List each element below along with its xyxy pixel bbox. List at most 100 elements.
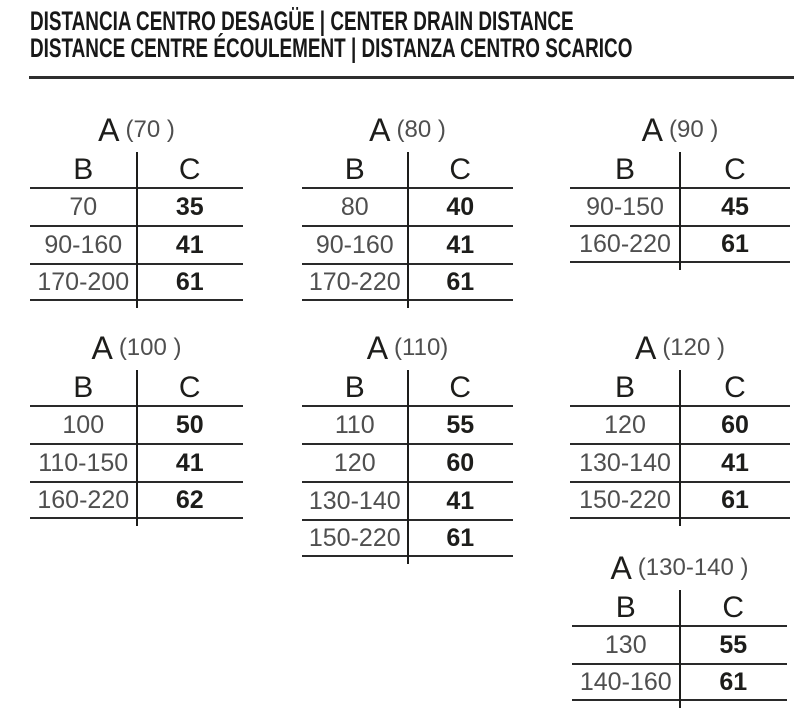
table-size-label: (80 ) [396,116,446,143]
page-title-line1: DISTANCIA CENTRO DESAGÜE | CENTER DRAIN … [30,6,574,36]
table-size-label: (120 ) [662,334,726,361]
table-title: A (90 ) [570,108,790,152]
c-value: 41 [175,448,204,477]
column-divider-line [678,590,681,708]
table-grid: B C 100 50 110-150 41 160-220 62 [30,370,243,526]
table-title: A (100 ) [30,326,243,370]
column-divider-line [679,152,681,270]
page-header: DISTANCIA CENTRO DESAGÜE | CENTER DRAIN … [30,8,800,62]
table-title: A (110) [302,326,513,370]
b-value: 130-140 [308,486,401,515]
table-grid: B C 120 60 130-140 41 150-220 61 [570,370,790,526]
table-a90: A (90 ) B C 90-150 45 160-220 61 [570,108,790,270]
c-value: 45 [721,192,749,221]
column-header-c: C [449,152,472,186]
b-value: 130 [604,630,647,659]
b-value: 120 [604,410,646,439]
column-header-c: C [449,370,472,404]
table-a70: A (70 ) B C 70 35 90-160 41 170-200 61 [30,108,243,308]
column-header-row: B C [570,152,790,187]
c-value: 41 [446,230,475,259]
b-value: 170-220 [308,267,401,296]
column-header-c: C [724,152,746,186]
column-header-b: B [614,152,635,186]
table-size-label: (130-140 ) [637,554,749,581]
column-divider-line [406,370,409,564]
b-value: 130-140 [579,448,671,477]
b-value: 110-150 [38,448,129,477]
b-value: 100 [62,410,105,439]
table-row: 110 55 [302,405,513,443]
header-divider-rule [29,76,794,79]
table-label: A [610,549,632,586]
c-value: 62 [175,485,204,514]
c-value: 55 [719,630,748,659]
b-value: 110 [334,410,375,439]
column-header-b: B [615,590,636,624]
table-a130-140: A (130-140 ) B C 130 55 140-160 61 [572,546,787,708]
table-label: A [91,329,113,366]
column-header-row: B C [302,370,513,405]
b-value: 160-220 [37,485,130,514]
b-value: 150-220 [579,485,671,514]
table-title: A (70 ) [30,108,243,152]
table-a100: A (100 ) B C 100 50 110-150 41 160-220 6… [30,326,243,526]
column-header-c: C [178,370,201,404]
c-value: 55 [446,410,475,439]
column-divider-line [135,152,138,308]
table-size-label: (110) [394,334,449,361]
table-label: A [641,111,663,148]
c-value: 35 [175,192,204,221]
table-label: A [366,329,389,366]
column-divider-line [135,370,138,526]
table-a110: A (110) B C 110 55 120 60 130-140 41 150… [302,326,513,564]
table-label: A [369,111,391,148]
column-header-row: B C [30,370,243,405]
b-value: 170-200 [37,267,130,296]
b-value: 90-160 [315,230,394,259]
c-value: 50 [175,410,204,439]
page-title-line2: DISTANCE CENTRE ÉCOULEMENT | DISTANZA CE… [30,33,633,63]
column-header-c: C [178,152,201,186]
table-grid: B C 90-150 45 160-220 61 [570,152,790,270]
table-grid: B C 130 55 140-160 61 [572,590,787,708]
table-grid: B C 70 35 90-160 41 170-200 61 [30,152,243,308]
table-size-label: (100 ) [118,334,182,361]
c-value: 60 [721,410,749,439]
c-value: 61 [719,667,748,696]
table-label: A [634,329,657,366]
c-value: 40 [446,192,475,221]
table-a80: A (80 ) B C 80 40 90-160 41 170-220 61 [302,108,513,308]
column-header-c: C [724,370,746,404]
table-title: A (120 ) [570,326,790,370]
c-value: 41 [446,486,475,515]
b-value: 90-160 [44,230,123,259]
table-title: A (80 ) [302,108,513,152]
column-header-b: B [614,370,635,404]
column-divider-line [406,152,409,308]
table-grid: B C 110 55 120 60 130-140 41 150-220 61 [302,370,513,564]
b-value: 150-220 [308,523,401,552]
b-value: 160-220 [579,229,671,258]
column-header-row: B C [572,590,787,625]
table-size-label: (90 ) [668,116,719,143]
b-value: 140-160 [579,667,672,696]
b-value: 80 [340,192,369,221]
column-header-row: B C [302,152,513,187]
c-value: 61 [446,267,475,296]
column-header-row: B C [30,152,243,187]
b-value: 120 [333,448,376,477]
column-divider-line [679,370,681,526]
table-label: A [98,111,120,148]
column-header-b: B [344,370,365,404]
table-title: A (130-140 ) [572,546,787,590]
column-header-c: C [722,590,745,624]
c-value: 41 [721,448,749,477]
c-value: 61 [175,267,204,296]
column-header-b: B [344,152,365,186]
b-value: 90-150 [586,192,664,221]
b-value: 70 [69,192,98,221]
table-row: 90-150 45 [570,187,790,225]
c-value: 61 [446,523,475,552]
table-size-label: (70 ) [125,116,175,143]
